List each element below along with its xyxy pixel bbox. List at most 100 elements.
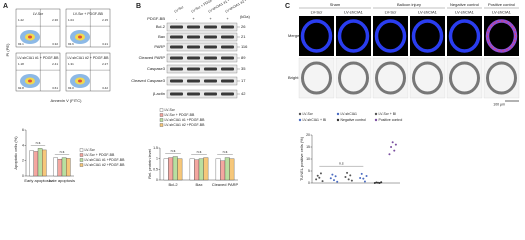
y-tick-label: 1 xyxy=(156,157,158,161)
legend-label: LV-Scr + PDGF-BB xyxy=(85,153,115,157)
point xyxy=(349,174,352,177)
kda-label: 21 xyxy=(241,34,246,39)
treatment-sign: - xyxy=(176,16,178,21)
band xyxy=(187,79,200,83)
band xyxy=(221,25,234,29)
row-label: Bright xyxy=(288,75,299,80)
band xyxy=(204,25,217,29)
legend-label: LV-Scr xyxy=(85,148,96,152)
group-label: Negative control xyxy=(450,2,479,7)
point xyxy=(393,149,396,152)
band xyxy=(170,45,183,49)
figure: A B C LV-Scr 1.22 2.36 93.1 3.32 LV-Scr + PDG… xyxy=(3,0,520,187)
kda-label: 116 xyxy=(241,44,248,49)
band xyxy=(187,67,200,71)
row-label: Cleaved Caspase3 xyxy=(131,78,166,83)
legend-label: LV-shCIA1 #2 +PDGF-BB xyxy=(85,163,126,167)
band xyxy=(170,67,183,71)
vessel-ring xyxy=(486,61,517,95)
row-label: Merge xyxy=(288,33,300,38)
y-tick-label: 6 xyxy=(22,128,24,132)
point xyxy=(378,182,381,184)
lane-label: LV-Scr xyxy=(173,5,185,14)
kda-label: 17 xyxy=(241,78,246,83)
group-label: Sham xyxy=(330,2,341,7)
vessel-ring xyxy=(301,61,332,95)
axis-label: Apoptotic cells (%) xyxy=(13,136,18,170)
legend-swatch xyxy=(79,163,84,167)
point xyxy=(347,178,350,181)
y-tick-label: 4 xyxy=(22,143,24,147)
point xyxy=(333,179,335,182)
cell-cloud xyxy=(78,79,82,83)
legend-swatch xyxy=(159,118,164,122)
band xyxy=(204,79,217,83)
band xyxy=(221,45,234,49)
y-tick-label: 20 xyxy=(306,133,310,137)
point xyxy=(316,174,319,177)
x-tick-label: Early apoptosis xyxy=(24,178,51,183)
lane-label: LV-shCIA1 #2 + PDGF-BB xyxy=(224,0,262,14)
vessel-ring xyxy=(300,19,333,53)
bar xyxy=(163,158,169,181)
bar xyxy=(224,157,230,181)
quadrant-value: 92.8 xyxy=(18,86,24,90)
vessel-ring xyxy=(337,19,370,53)
legend-marker xyxy=(336,112,340,116)
annotation: n.s xyxy=(197,150,202,154)
x-tick-label: Bax xyxy=(196,182,203,187)
bar xyxy=(168,157,174,181)
axis-label: PI (PE) xyxy=(5,43,10,57)
bar xyxy=(33,151,39,177)
vessel-ring xyxy=(449,61,480,95)
row-label: Bax xyxy=(158,34,165,39)
legend-swatch xyxy=(159,113,164,117)
vessel-ring xyxy=(374,19,407,53)
quadrant-value: 3.32 xyxy=(52,42,58,46)
bar xyxy=(203,157,209,181)
legend-label: LV-Scr xyxy=(303,112,314,116)
band xyxy=(187,35,200,39)
band xyxy=(170,35,183,39)
legend-label: LV-shCIA1 #2 +PDGF-BB xyxy=(165,123,206,127)
cell-cloud xyxy=(28,35,32,39)
bright-image xyxy=(298,57,335,99)
point xyxy=(331,173,334,176)
legend-swatch xyxy=(159,108,164,112)
annotation: n.s xyxy=(223,150,228,154)
point xyxy=(391,141,394,144)
treatment-sign: + xyxy=(209,16,212,21)
plot-label: LV-shCIA1 #2 + PDGF-BB xyxy=(68,56,110,60)
point xyxy=(318,176,321,179)
row-label: Caspase3 xyxy=(147,66,166,71)
band xyxy=(170,25,183,29)
y-tick-label: 5 xyxy=(308,169,310,173)
quadrant-value: 3.42 xyxy=(102,86,108,90)
quadrant-value: 2.36 xyxy=(52,18,58,22)
panel-letter: A xyxy=(3,3,8,10)
axis-label: Rel. protein level xyxy=(147,149,152,179)
x-tick-label: Late apoptosis xyxy=(49,178,75,183)
point xyxy=(334,175,337,178)
band xyxy=(187,56,200,60)
point xyxy=(360,172,363,175)
y-tick-label: 0.5 xyxy=(153,167,158,171)
annotation: n.s xyxy=(60,150,65,154)
legend-label: LV-Scr + PDGF-BB xyxy=(165,113,195,117)
point xyxy=(380,181,383,184)
quadrant-value: 93.1 xyxy=(18,42,24,46)
row-label: PDGF-BB xyxy=(147,16,165,21)
panel-letter: C xyxy=(285,3,290,10)
legend-label: LV-shCIA1 #1 +PDGF-BB xyxy=(165,118,206,122)
unit-label: (kDa) xyxy=(240,14,250,19)
point xyxy=(390,146,393,148)
bar xyxy=(53,157,58,177)
band xyxy=(204,35,217,39)
y-tick-label: 0 xyxy=(22,174,24,178)
treatment-sign: + xyxy=(226,16,229,21)
point xyxy=(329,177,332,180)
band xyxy=(187,25,200,29)
x-tick-label: Cleaved PARP xyxy=(212,182,239,187)
y-tick-label: 15 xyxy=(306,145,310,149)
band xyxy=(170,92,183,96)
